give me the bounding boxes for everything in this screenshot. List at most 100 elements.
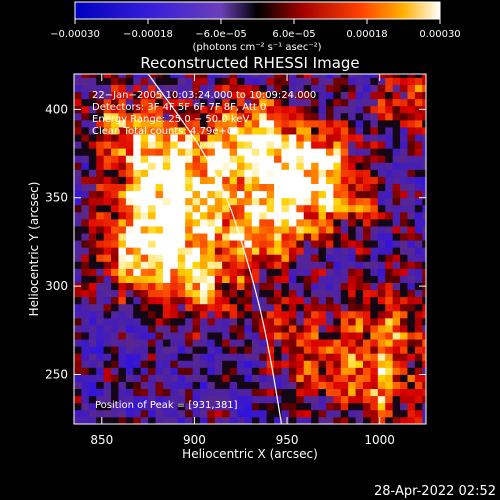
heatmap-cell [214,105,223,114]
heatmap-cell [118,176,127,184]
heatmap-cell [296,204,305,213]
heatmap-cell [400,289,408,298]
heatmap-cell [177,409,186,418]
heatmap-cell [370,162,379,170]
heatmap-cell [214,409,223,418]
heatmap-cell [162,155,171,163]
heatmap-cell [162,218,171,227]
heatmap-cell [229,310,238,319]
heatmap-cell [74,190,82,199]
heatmap-cell [133,395,142,404]
heatmap-cell [422,77,426,86]
heatmap-cell [340,310,349,319]
heatmap-cell [414,127,423,135]
heatmap-cell [185,381,193,390]
heatmap-cell [125,416,134,424]
heatmap-cell [407,233,416,241]
heatmap-cell [229,77,238,86]
heatmap-cell [296,353,305,361]
heatmap-cell [111,197,119,206]
heatmap-cell [266,134,275,142]
heatmap-cell [414,247,423,255]
heatmap-cell [133,360,142,368]
heatmap-cell [377,233,386,241]
heatmap-cell [303,119,312,128]
heatmap-cell [199,155,208,163]
heatmap-cell [385,169,394,177]
heatmap-cell [170,91,179,100]
heatmap-cell [377,402,386,411]
heatmap-cell [88,275,97,283]
heatmap-cell [207,247,216,255]
heatmap-cell [311,247,319,255]
heatmap-cell [118,310,127,319]
heatmap-cell [400,409,408,418]
x-axis-label: Heliocentric X (arcsec) [182,447,318,461]
heatmap-cell [288,226,297,234]
heatmap-cell [192,353,201,361]
heatmap-cell [170,141,179,149]
heatmap-cell [392,247,401,255]
heatmap-cell [370,296,379,305]
heatmap-cell [148,381,156,390]
heatmap-cell [222,289,231,298]
heatmap-cell [103,233,112,241]
heatmap-cell [333,77,342,86]
heatmap-cell [140,268,149,276]
heatmap-cell [207,416,216,424]
heatmap-cell [377,367,386,375]
heatmap-cell [111,310,119,319]
heatmap-cell [340,289,349,298]
heatmap-cell [207,310,216,319]
heatmap-cell [155,84,164,93]
heatmap-cell [318,127,327,135]
heatmap-cell [125,218,134,227]
heatmap-cell [237,197,245,206]
annotations: 22−Jan−2005 10:03:24.000 to 10:09:24.000… [92,90,316,411]
heatmap-cell [355,169,364,177]
heatmap-cell [325,360,334,368]
heatmap-cell [125,176,134,184]
heatmap-cell [348,332,356,340]
heatmap-cell [318,226,327,234]
heatmap-cell [199,374,208,382]
heatmap-cell [281,112,290,121]
heatmap-cell [266,112,275,121]
heatmap-cell [377,134,386,142]
heatmap-cell [133,268,142,276]
heatmap-cell [170,332,179,340]
heatmap-cell [199,105,208,114]
heatmap-cell [199,233,208,241]
heatmap-cell [355,204,364,213]
heatmap-cell [385,119,394,128]
heatmap-cell [118,204,127,213]
heatmap-cell [377,254,386,262]
heatmap-cell [81,402,90,411]
heatmap-cell [244,105,253,114]
heatmap-cell [214,310,223,319]
heatmap-cell [192,74,201,78]
heatmap-cell [222,190,231,199]
heatmap-cell [274,84,282,93]
heatmap-cell [199,190,208,199]
heatmap-cell [333,303,342,312]
heatmap-cell [377,105,386,114]
heatmap-cell [81,416,90,424]
heatmap-cell [281,169,290,177]
heatmap-cell [81,148,90,156]
heatmap-cell [348,275,356,283]
heatmap-cell [140,388,149,397]
heatmap-cell [325,91,334,100]
heatmap-cell [385,84,394,93]
heatmap-cell [125,112,134,121]
heatmap-cell [318,381,327,390]
heatmap-cell [377,296,386,305]
heatmap-cell [400,268,408,276]
heatmap-cell [177,275,186,283]
heatmap-cell [125,74,134,78]
heatmap-cell [155,374,164,382]
heatmap-cell [244,381,253,390]
heatmap-cell [237,119,245,128]
heatmap-cell [274,74,282,78]
heatmap-cell [340,303,349,312]
